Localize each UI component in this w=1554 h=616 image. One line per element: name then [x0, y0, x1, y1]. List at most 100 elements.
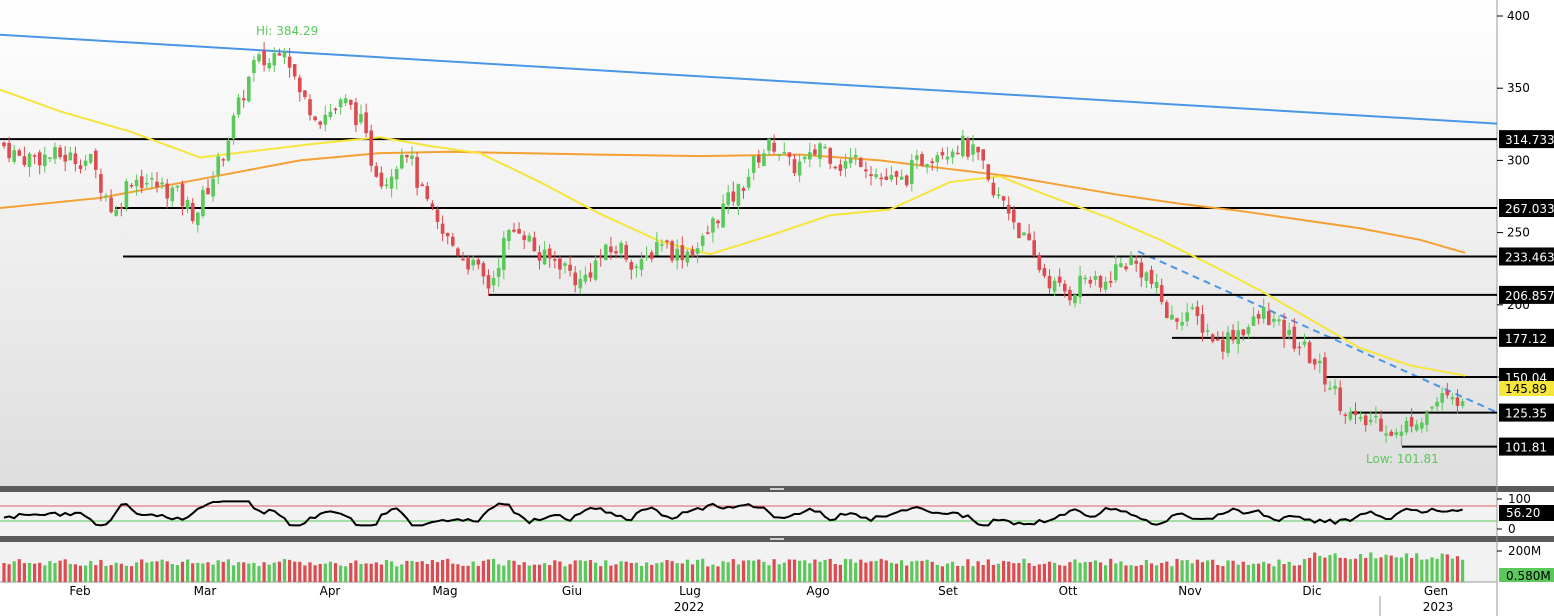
candle-body	[1353, 410, 1358, 415]
volume-bar	[670, 561, 674, 582]
volume-bar	[272, 562, 276, 582]
volume-bar	[43, 565, 47, 582]
candle-body	[1328, 387, 1332, 390]
candle-body	[1170, 314, 1174, 320]
volume-bar	[981, 565, 985, 582]
candle-body	[1124, 266, 1128, 270]
candle-body	[629, 262, 634, 270]
volume-bar	[803, 560, 807, 582]
volume-bar	[1083, 561, 1087, 582]
volume-bar	[140, 559, 144, 582]
volume-bar	[430, 560, 434, 582]
candle-body	[1093, 275, 1098, 280]
volume-bar	[191, 563, 195, 582]
volume-bar	[772, 559, 776, 582]
candle-body	[236, 97, 241, 115]
candle-body	[1165, 302, 1169, 319]
rsi-tick-0: 0	[1508, 522, 1516, 536]
volume-bar	[155, 561, 159, 582]
candle-body	[644, 255, 649, 258]
candle-body	[716, 220, 720, 224]
candle-body	[313, 116, 317, 121]
candle-body	[318, 121, 322, 125]
volume-bar	[175, 564, 179, 582]
candle-body	[241, 98, 246, 101]
candle-body	[1149, 269, 1154, 284]
volume-bar	[104, 565, 108, 582]
candle-body	[1389, 431, 1393, 436]
volume-bar	[512, 560, 516, 582]
candle-body	[660, 244, 664, 246]
candle-body	[257, 54, 261, 62]
volume-bar	[1399, 557, 1403, 582]
volume-bar	[991, 564, 995, 582]
price-tick-label: 400	[1507, 9, 1530, 23]
rsi-panel-bg	[0, 492, 1497, 536]
candle-body	[1159, 285, 1164, 302]
volume-bar	[252, 563, 256, 582]
volume-bar	[1445, 554, 1449, 582]
volume-bar	[384, 559, 389, 582]
volume-bar	[787, 559, 791, 582]
volume-bar	[237, 562, 241, 582]
volume-bar	[543, 563, 547, 582]
candle-body	[818, 143, 822, 159]
volume-bar	[129, 566, 134, 582]
volume-bar	[1236, 564, 1240, 582]
volume-bar	[650, 564, 654, 582]
candlestick-series	[2, 41, 1465, 446]
divider-handle[interactable]	[770, 488, 784, 490]
sr-label-box	[1499, 403, 1554, 422]
volume-bar	[915, 560, 919, 582]
candle-body	[1221, 339, 1225, 352]
volume-bar	[410, 560, 414, 582]
candle-body	[1129, 256, 1133, 266]
candle-body	[1261, 307, 1266, 319]
candle-body	[389, 176, 394, 189]
candle-body	[833, 166, 838, 169]
volume-bar	[1165, 561, 1169, 582]
volume-bar	[609, 565, 613, 582]
volume-bar	[548, 565, 552, 582]
month-label: Giu	[562, 584, 582, 598]
volume-bar	[573, 560, 577, 582]
volume-bar	[27, 562, 32, 582]
volume-bar	[1047, 561, 1052, 582]
candle-body	[695, 248, 700, 254]
volume-bar	[221, 561, 225, 582]
volume-bar	[124, 565, 128, 582]
candle-body	[1001, 196, 1006, 201]
last-price-label: 145.89	[1499, 381, 1554, 396]
volume-bar	[910, 561, 914, 582]
candle-body	[1358, 417, 1363, 419]
candle-body	[1455, 397, 1460, 406]
volume-bar	[568, 564, 572, 582]
candle-body	[1098, 276, 1103, 288]
volume-bar	[390, 561, 394, 582]
candle-body	[1017, 222, 1021, 239]
rsi-tick-100: 100	[1508, 492, 1531, 506]
volume-bar	[1353, 558, 1358, 582]
candle-body	[1134, 260, 1138, 264]
volume-bar	[1032, 565, 1036, 582]
candle-body	[889, 174, 894, 180]
volume-bar	[1369, 552, 1373, 582]
candle-body	[685, 251, 690, 263]
volume-bar	[945, 563, 950, 582]
volume-bar	[303, 565, 307, 582]
candle-body	[1338, 387, 1342, 412]
volume-bar	[685, 559, 689, 582]
volume-bar	[1374, 558, 1378, 582]
candle-body	[425, 185, 430, 200]
candle-body	[252, 60, 256, 74]
volume-bar	[1251, 563, 1256, 582]
divider-handle[interactable]	[770, 538, 784, 540]
volume-bar	[757, 559, 761, 582]
volume-bar	[1389, 555, 1393, 582]
volume-bar	[435, 562, 440, 582]
rsi-line	[3, 500, 1463, 527]
candle-body	[211, 178, 215, 197]
candle-body	[1420, 422, 1424, 429]
volume-bar	[1328, 554, 1332, 582]
volume-bar	[165, 561, 169, 582]
